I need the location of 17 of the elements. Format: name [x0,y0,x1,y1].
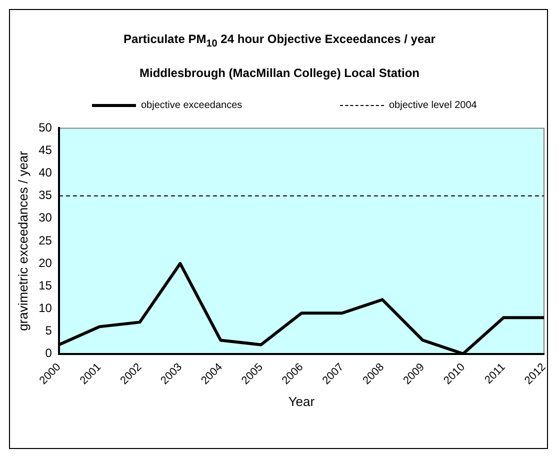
y-tick-label: 0 [45,346,52,360]
legend-label: objective exceedances [141,100,242,111]
chart-subtitle: Middlesbrough (MacMillan College) Local Station [138,66,420,80]
y-tick-label: 25 [38,233,52,248]
y-tick-label: 30 [38,210,52,225]
x-axis-title: Year [288,394,316,409]
y-axis-title: gravimetric exceedances / year [15,150,30,331]
y-tick-label: 20 [38,256,52,270]
y-tick-label: 45 [38,143,52,158]
legend-label: objective level 2004 [389,100,477,111]
y-tick-label: 5 [45,324,52,338]
y-tick-label: 40 [38,166,52,180]
y-tick-label: 10 [38,300,52,315]
chart-title: Particulate PM$_{10}$ 24 hour Objective Exceedances / year [122,32,436,50]
y-tick-label: 50 [38,120,52,135]
y-tick-label: 35 [38,188,52,202]
y-tick-label: 15 [38,278,52,292]
